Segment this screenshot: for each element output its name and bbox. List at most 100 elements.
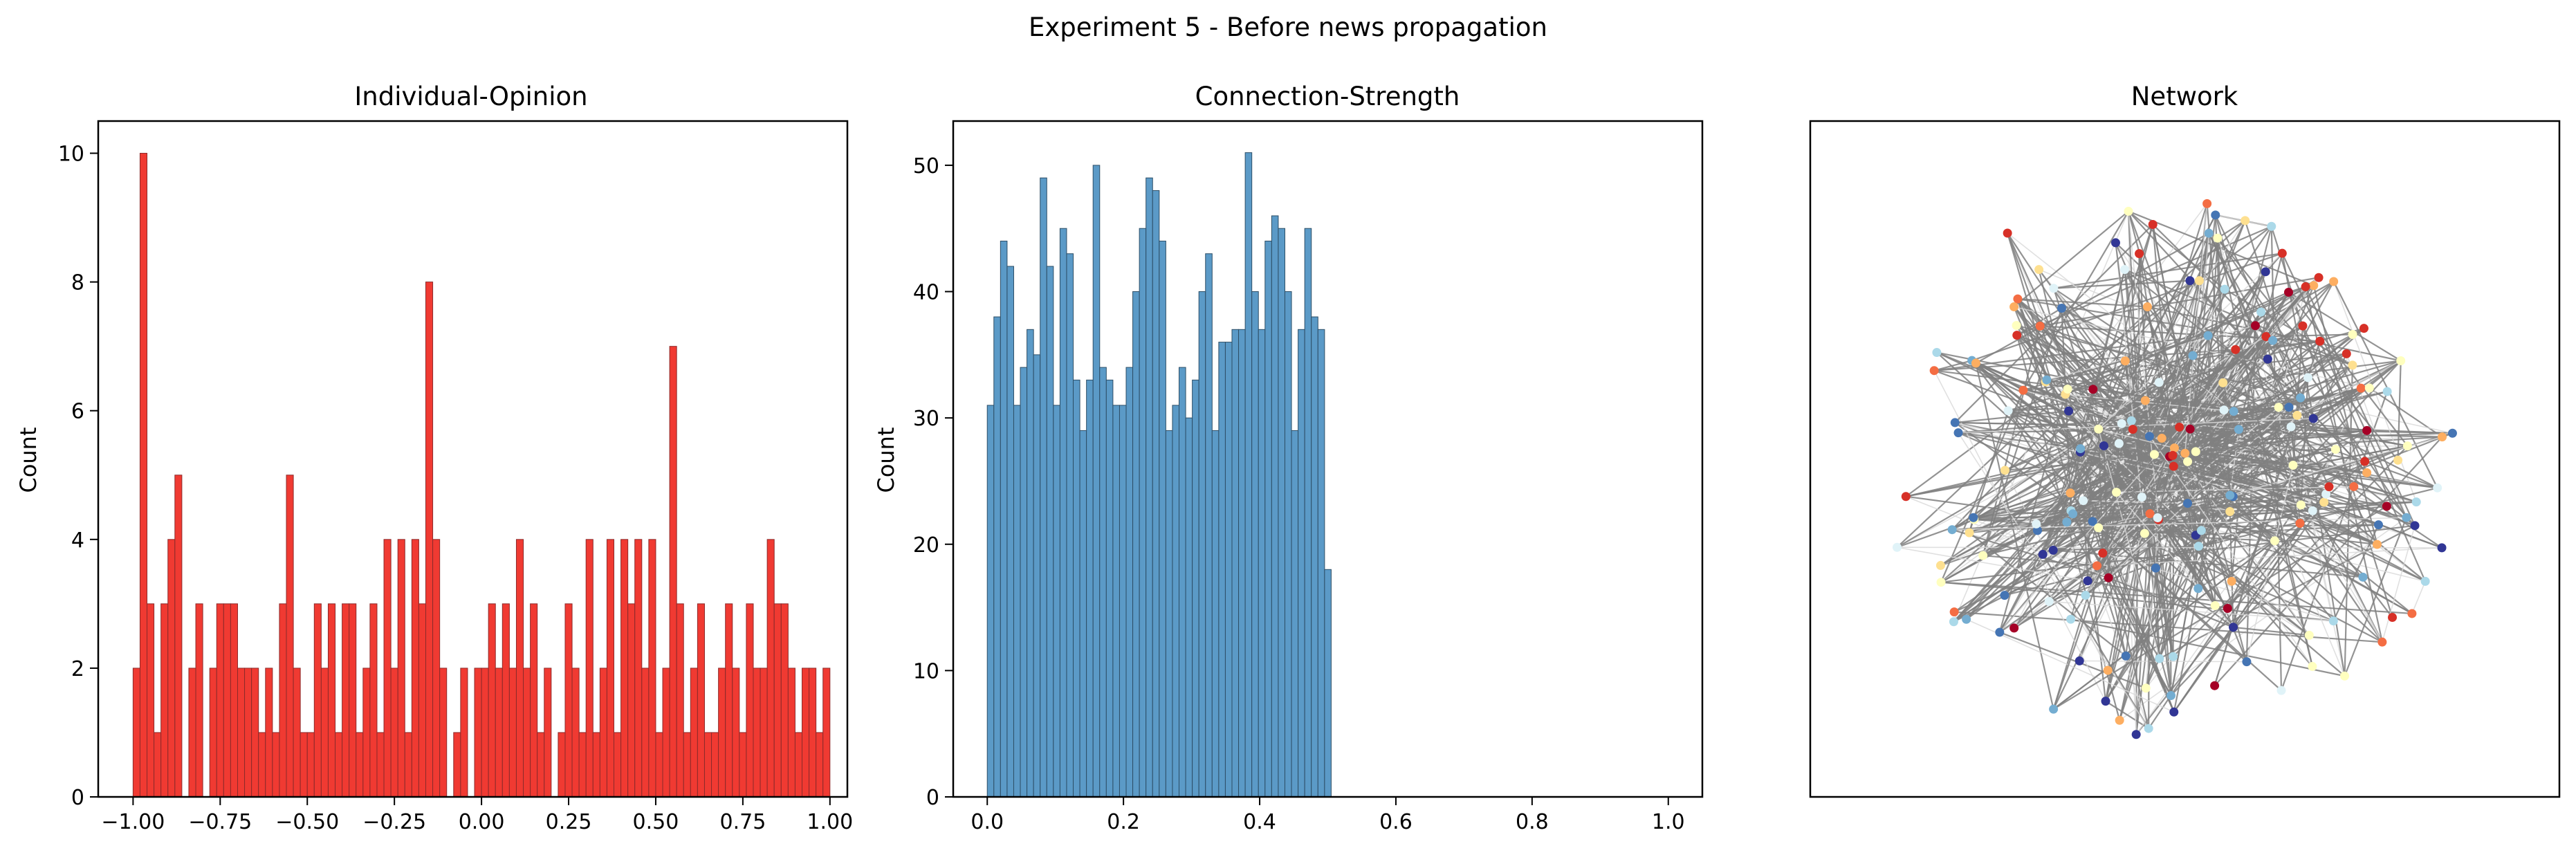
histogram-bar [746,603,754,798]
network-node [2388,613,2398,623]
network-node [2284,403,2294,412]
network-node [2042,375,2052,385]
histogram-bar [732,668,740,798]
network-node [2140,528,2149,538]
histogram-bar [1006,266,1014,798]
histogram-bar [1046,266,1054,798]
network-edge [2198,545,2383,643]
network-edge [2288,291,2409,447]
histogram-bar [313,603,322,798]
network-node [2141,683,2151,693]
histogram-bar [300,732,308,798]
network-node [2250,321,2260,331]
network-node [2292,410,2302,420]
histogram-bar [986,405,995,798]
network-edge [2125,360,2402,657]
histogram-bar [1304,228,1312,798]
network-edge [2189,428,2365,463]
network-node [2062,517,2072,527]
histogram-bar [1172,405,1180,798]
network-node [2120,356,2130,366]
network-node [2411,497,2421,507]
network-edge [2124,268,2315,419]
network-edge [2184,335,2209,454]
x-tick-label: 0.4 [1243,810,1276,834]
histogram-bar [711,732,719,798]
network-node [2261,267,2270,277]
histogram-bar [537,732,545,798]
network-edge [2131,421,2151,514]
network-edge [2042,553,2150,729]
network-edge [2217,219,2246,239]
network-node [2169,461,2178,471]
network-edge [1971,360,2175,449]
histogram-bar [167,539,176,798]
network-edge [2072,513,2172,697]
network-edge [2149,436,2313,667]
histogram-bar [306,732,315,798]
y-tick-label: 0 [71,786,84,810]
network-edge [1940,389,2024,583]
histogram-bar [1040,177,1047,798]
network-node [2314,273,2324,282]
opinion-bars [132,153,831,798]
network-edge [2115,242,2231,512]
network-edge [1975,232,2209,364]
network-node [2295,518,2305,528]
histogram-bar [335,732,343,798]
histogram-bar [188,668,196,798]
network-node [2270,536,2279,546]
network-node [2063,385,2072,394]
opinion-histogram-panel: Individual-Opinion Count −1.00 −0.75 −0.50… [15,82,853,834]
network-node [2079,496,2088,506]
histogram-bar [376,732,385,798]
network-node [2120,265,2130,275]
network-edge [2039,325,2175,467]
network-node [2393,455,2403,465]
histogram-bar [1105,379,1114,798]
y-tick-label: 10 [913,659,939,683]
histogram-bar [265,668,273,798]
network-edge [1933,360,1973,371]
network-edge [2068,327,2364,412]
network-edge [2382,525,2416,643]
network-edge [2068,410,2196,536]
network-node [2348,360,2357,370]
network-edge [2169,455,2377,546]
network-node [1965,528,1974,537]
network-edge [2017,298,2148,308]
network-node [2225,490,2235,500]
network-node [2296,500,2306,510]
histogram-bar [508,668,517,798]
histogram-bar [397,539,405,798]
histogram-bar [356,732,364,798]
network-node [2169,707,2179,717]
network-node [2420,576,2430,586]
x-tick-label: −0.50 [275,810,339,834]
network-node [2094,424,2104,434]
histogram-bar [1059,228,1067,798]
network-edge [2038,269,2186,454]
network-edge [2004,436,2151,596]
network-node [2342,349,2351,358]
network-edge [2144,505,2387,535]
network-node [2218,378,2228,387]
network-node [1935,560,1945,570]
histogram-bar [286,475,294,798]
network-node [2377,637,2387,647]
network-edge [2108,577,2234,628]
network-node [2210,681,2220,690]
histogram-bar [530,603,538,798]
network-node [2169,443,2179,453]
histogram-bar [739,732,747,798]
network-edge [2080,387,2370,453]
histogram-bar [592,732,600,798]
network-edge [2152,224,2197,452]
network-nodes [1892,199,2457,739]
network-node [2153,513,2162,523]
histogram-bar [655,732,663,798]
network-edge [2132,271,2267,430]
network-edge [2300,504,2383,643]
network-edge [2195,445,2408,536]
y-tick-label: 40 [913,281,939,305]
